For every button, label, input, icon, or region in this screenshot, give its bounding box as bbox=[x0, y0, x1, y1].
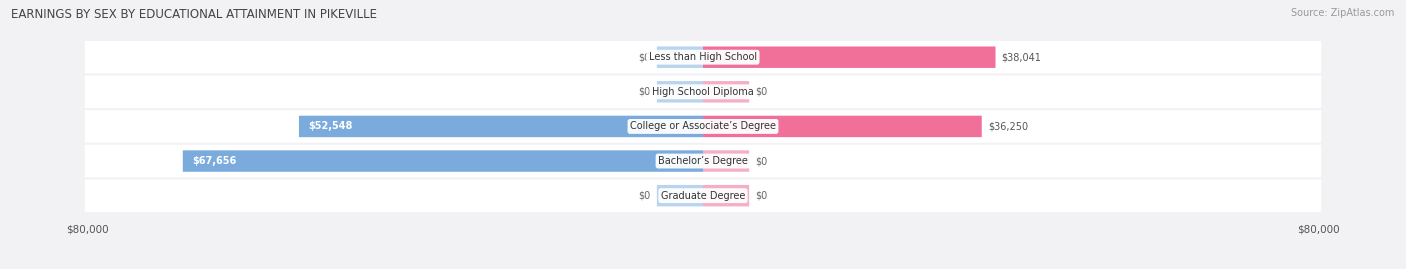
FancyBboxPatch shape bbox=[183, 150, 703, 172]
FancyBboxPatch shape bbox=[703, 150, 749, 172]
FancyBboxPatch shape bbox=[84, 76, 1322, 108]
FancyBboxPatch shape bbox=[703, 185, 749, 206]
Text: $38,041: $38,041 bbox=[1001, 52, 1042, 62]
Text: $67,656: $67,656 bbox=[193, 156, 236, 166]
FancyBboxPatch shape bbox=[703, 47, 995, 68]
Text: $0: $0 bbox=[755, 87, 768, 97]
Text: Bachelor’s Degree: Bachelor’s Degree bbox=[658, 156, 748, 166]
Text: EARNINGS BY SEX BY EDUCATIONAL ATTAINMENT IN PIKEVILLE: EARNINGS BY SEX BY EDUCATIONAL ATTAINMEN… bbox=[11, 8, 377, 21]
Text: $0: $0 bbox=[638, 52, 651, 62]
Text: $0: $0 bbox=[755, 156, 768, 166]
FancyBboxPatch shape bbox=[657, 47, 703, 68]
Text: Graduate Degree: Graduate Degree bbox=[661, 191, 745, 201]
FancyBboxPatch shape bbox=[84, 41, 1322, 73]
FancyBboxPatch shape bbox=[657, 185, 703, 206]
Text: High School Diploma: High School Diploma bbox=[652, 87, 754, 97]
Text: $52,548: $52,548 bbox=[308, 121, 353, 132]
FancyBboxPatch shape bbox=[299, 116, 703, 137]
FancyBboxPatch shape bbox=[84, 145, 1322, 177]
Text: College or Associate’s Degree: College or Associate’s Degree bbox=[630, 121, 776, 132]
Text: $0: $0 bbox=[638, 87, 651, 97]
Text: Less than High School: Less than High School bbox=[650, 52, 756, 62]
Text: $36,250: $36,250 bbox=[988, 121, 1028, 132]
Text: $0: $0 bbox=[638, 191, 651, 201]
FancyBboxPatch shape bbox=[703, 81, 749, 102]
FancyBboxPatch shape bbox=[84, 110, 1322, 143]
FancyBboxPatch shape bbox=[84, 179, 1322, 212]
Text: $0: $0 bbox=[755, 191, 768, 201]
FancyBboxPatch shape bbox=[703, 116, 981, 137]
FancyBboxPatch shape bbox=[657, 81, 703, 102]
Text: Source: ZipAtlas.com: Source: ZipAtlas.com bbox=[1291, 8, 1395, 18]
